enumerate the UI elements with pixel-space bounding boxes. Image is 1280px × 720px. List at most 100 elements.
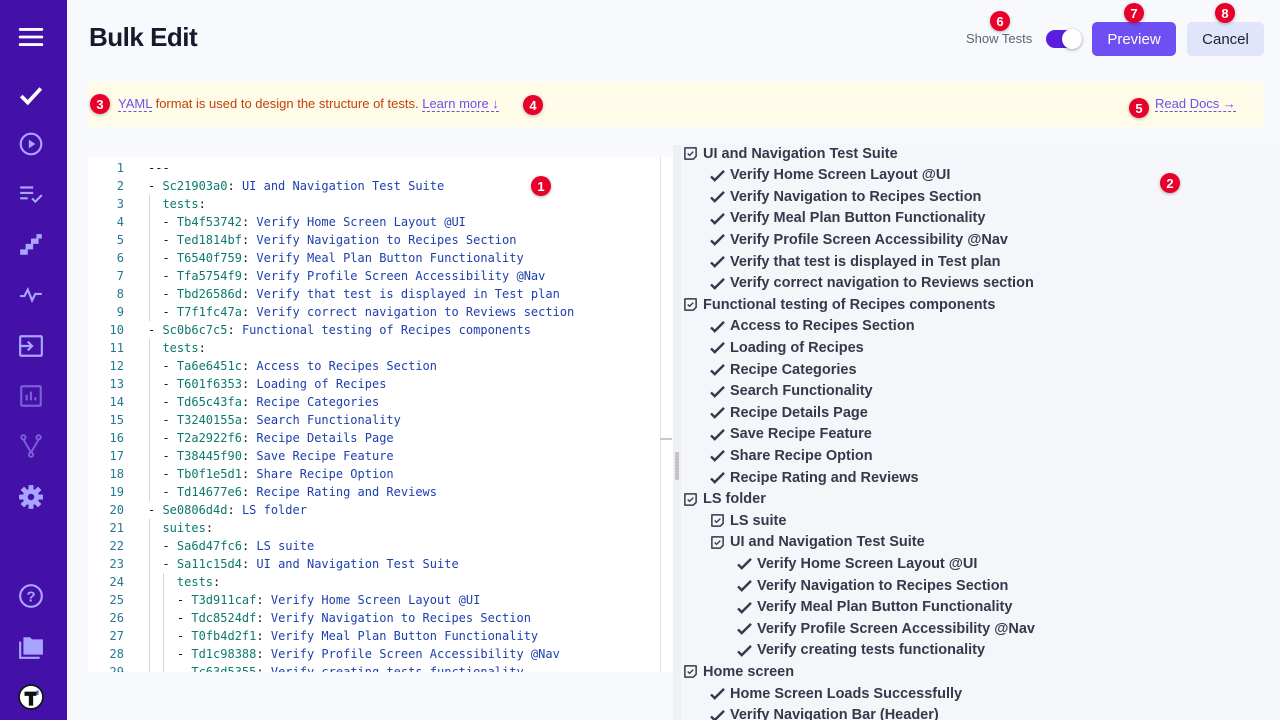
code-line: 12 - Ta6e6451c: Access to Recipes Sectio… — [88, 357, 437, 375]
menu-icon[interactable] — [16, 22, 46, 52]
tree-test[interactable]: Recipe Details Page — [710, 402, 868, 423]
folder-icon[interactable] — [16, 632, 46, 662]
tree-test[interactable]: Recipe Categories — [710, 359, 857, 380]
tree-test[interactable]: Loading of Recipes — [710, 337, 864, 358]
tree-test[interactable]: Verify correct navigation to Reviews sec… — [710, 273, 1034, 294]
code-line: 20 - Se0806d4d: LS folder — [88, 501, 307, 519]
tree-label: Recipe Details Page — [730, 404, 868, 421]
checklist-icon[interactable] — [16, 179, 46, 209]
line-number: 18 — [109, 467, 124, 481]
chart-icon[interactable] — [16, 381, 46, 411]
code-text: - T7f1fc47a: Verify correct navigation t… — [148, 303, 574, 321]
code-text: - Tb0f1e5d1: Share Recipe Option — [148, 465, 394, 483]
suite-checkbox-icon — [683, 146, 703, 161]
show-tests-toggle[interactable] — [1046, 29, 1082, 49]
suite-checkbox-icon — [683, 492, 703, 507]
tree-test[interactable]: Verify Meal Plan Button Functionality — [737, 597, 1012, 618]
yaml-key: Tfa5754f9 — [176, 269, 242, 283]
help-icon[interactable]: ? — [16, 581, 46, 611]
indent-guide — [149, 357, 150, 375]
check-icon — [710, 255, 730, 268]
tree-test[interactable]: Access to Recipes Section — [710, 316, 915, 337]
line-number: 1 — [116, 161, 124, 175]
line-number: 22 — [109, 539, 124, 553]
tree-test[interactable]: Verify Navigation to Recipes Section — [737, 575, 1008, 596]
tree-label: Recipe Rating and Reviews — [730, 469, 919, 486]
tree-test[interactable]: Search Functionality — [710, 381, 873, 402]
tree-label: Verify Navigation Bar (Header) — [730, 707, 939, 720]
indent-guide — [149, 231, 150, 249]
preview-button[interactable]: Preview — [1092, 22, 1176, 56]
yaml-key: Tb0f1e5d1 — [176, 467, 242, 481]
code-line: 8 - Tbd26586d: Verify that test is displ… — [88, 285, 560, 303]
tree-test[interactable]: Save Recipe Feature — [710, 424, 872, 445]
import-icon[interactable] — [16, 331, 46, 361]
stairs-icon[interactable] — [16, 230, 46, 260]
yaml-editor[interactable]: 1 --- 2 - Sc21903a0: UI and Navigation Test… — [88, 157, 673, 672]
code-line: 24 tests: — [88, 573, 220, 591]
editor-scrollbar[interactable] — [660, 157, 661, 672]
branch-icon[interactable] — [16, 431, 46, 461]
cancel-button[interactable]: Cancel — [1187, 22, 1264, 56]
tree-test[interactable]: Recipe Rating and Reviews — [710, 467, 919, 488]
tree-label: LS suite — [730, 512, 787, 529]
indent-guide — [163, 573, 165, 591]
check-icon — [737, 579, 757, 592]
code-line: 23 - Sa11c15d4: UI and Navigation Test S… — [88, 555, 459, 573]
play-circle-icon[interactable] — [16, 129, 46, 159]
yaml-key: Tc63d5355 — [191, 665, 257, 672]
indent-guide — [149, 339, 150, 357]
code-line: 14 - Td65c43fa: Recipe Categories — [88, 393, 379, 411]
yaml-value: Verify Navigation to Recipes Section — [256, 233, 517, 247]
yaml-value: LS suite — [256, 539, 315, 553]
pulse-icon[interactable] — [16, 280, 46, 310]
pane-splitter[interactable] — [673, 145, 681, 720]
tree-test[interactable]: Share Recipe Option — [710, 445, 873, 466]
tree-test[interactable]: Verify Profile Screen Accessibility @Nav — [737, 618, 1035, 639]
tree-suite[interactable]: UI and Navigation Test Suite — [683, 143, 898, 164]
yaml-key: Sa6d47fc6 — [176, 539, 242, 553]
check-icon — [710, 233, 730, 247]
learn-more-link[interactable]: Learn more ↓ — [422, 96, 499, 112]
tree-suite[interactable]: Home screen — [683, 661, 794, 682]
tree-label: Share Recipe Option — [730, 447, 873, 464]
logo-icon[interactable] — [16, 682, 46, 712]
yaml-value: Verify that test is displayed in Test pl… — [256, 287, 560, 301]
tree-suite[interactable]: LS suite — [710, 510, 786, 531]
tree-test[interactable]: Verify Home Screen Layout @UI — [737, 553, 977, 574]
code-text: tests: — [148, 339, 206, 357]
tree-suite[interactable]: Functional testing of Recipes components — [683, 294, 995, 315]
gear-icon[interactable] — [16, 482, 46, 512]
tree-suite[interactable]: UI and Navigation Test Suite — [710, 532, 925, 553]
line-number: 21 — [109, 521, 124, 535]
line-number: 7 — [116, 269, 124, 283]
check-icon — [710, 406, 730, 420]
tree-test[interactable]: Verify Meal Plan Button Functionality — [710, 208, 985, 229]
tree-test[interactable]: Verify Navigation Bar (Header) — [710, 705, 939, 720]
indent-guide — [149, 645, 150, 663]
code-line: 5 - Ted1814bf: Verify Navigation to Reci… — [88, 231, 516, 249]
yaml-key: T7f1fc47a — [176, 305, 242, 319]
yaml-link[interactable]: YAML — [118, 96, 152, 112]
tree-test[interactable]: Verify Navigation to Recipes Section — [710, 186, 981, 207]
code-line: 28 - Td1c98388: Verify Profile Screen Ac… — [88, 645, 560, 663]
read-docs-link[interactable]: Read Docs → — [1155, 96, 1236, 112]
yaml-value: Verify Home Screen Layout @UI — [270, 593, 481, 607]
check-icon — [737, 557, 757, 571]
indent-guide — [149, 411, 150, 429]
tree-test[interactable]: Verify creating tests functionality — [737, 640, 985, 661]
code-line: 13 - T601f6353: Loading of Recipes — [88, 375, 386, 393]
tree-test[interactable]: Home Screen Loads Successfully — [710, 683, 962, 704]
tree-test[interactable]: Verify Profile Screen Accessibility @Nav — [710, 229, 1008, 250]
yaml-value: Search Functionality — [256, 413, 401, 427]
code-line: 18 - Tb0f1e5d1: Share Recipe Option — [88, 465, 394, 483]
tree-label: Verify Meal Plan Button Functionality — [730, 210, 986, 227]
annotation-badge: 8 — [1215, 3, 1235, 23]
code-line: 15 - T3240155a: Search Functionality — [88, 411, 401, 429]
indent-guide — [163, 609, 165, 627]
check-icon[interactable] — [16, 80, 46, 110]
tree-test[interactable]: Verify that test is displayed in Test pl… — [710, 251, 1000, 272]
yaml-key: suites — [162, 521, 206, 535]
tree-test[interactable]: Verify Home Screen Layout @UI — [710, 165, 950, 186]
tree-suite[interactable]: LS folder — [683, 489, 766, 510]
